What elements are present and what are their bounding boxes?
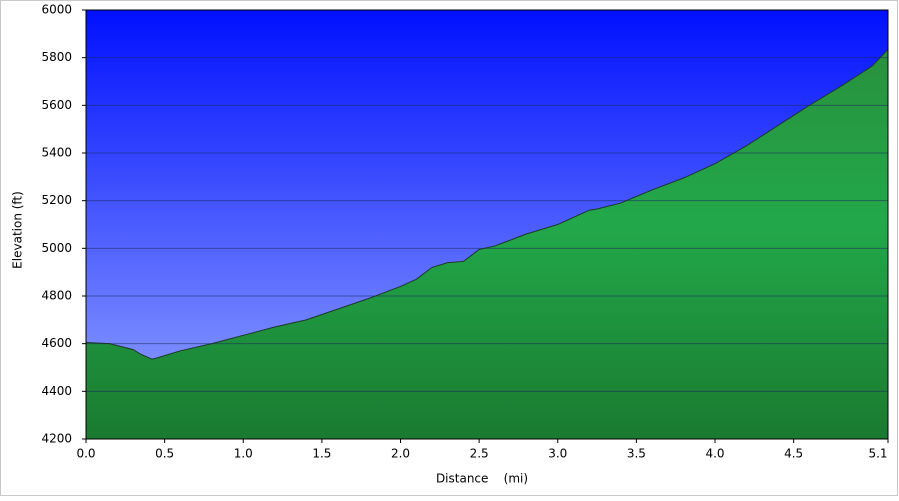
y-tick-label: 5400 bbox=[41, 146, 72, 160]
x-tick-label: 3.0 bbox=[548, 447, 567, 461]
y-tick-label: 5800 bbox=[41, 50, 72, 64]
y-tick-label: 4600 bbox=[41, 336, 72, 350]
y-tick-label: 5200 bbox=[41, 193, 72, 207]
y-tick-label: 4800 bbox=[41, 289, 72, 303]
x-tick-label: 2.5 bbox=[470, 447, 489, 461]
x-tick-label: 5.1 bbox=[868, 447, 887, 461]
y-tick-label: 6000 bbox=[41, 3, 72, 17]
y-tick-label: 4200 bbox=[41, 432, 72, 446]
y-tick-label: 5600 bbox=[41, 98, 72, 112]
area bbox=[86, 49, 888, 439]
x-tick-label: 4.0 bbox=[705, 447, 724, 461]
x-tick-label: 1.5 bbox=[312, 447, 331, 461]
y-axis-label: Elevation (ft) bbox=[11, 191, 25, 269]
x-tick-label: 3.5 bbox=[627, 447, 646, 461]
x-tick-label: 2.0 bbox=[391, 447, 410, 461]
x-tick-label: 4.5 bbox=[784, 447, 803, 461]
y-tick-label: 5000 bbox=[41, 241, 72, 255]
y-tick-label: 4400 bbox=[41, 384, 72, 398]
x-tick-label: 0.5 bbox=[155, 447, 174, 461]
x-axis-label: Distance (mi) bbox=[436, 472, 528, 486]
x-tick-label: 1.0 bbox=[234, 447, 253, 461]
x-tick-label: 0.0 bbox=[76, 447, 95, 461]
plot-border bbox=[85, 9, 889, 440]
line bbox=[85, 48, 889, 360]
